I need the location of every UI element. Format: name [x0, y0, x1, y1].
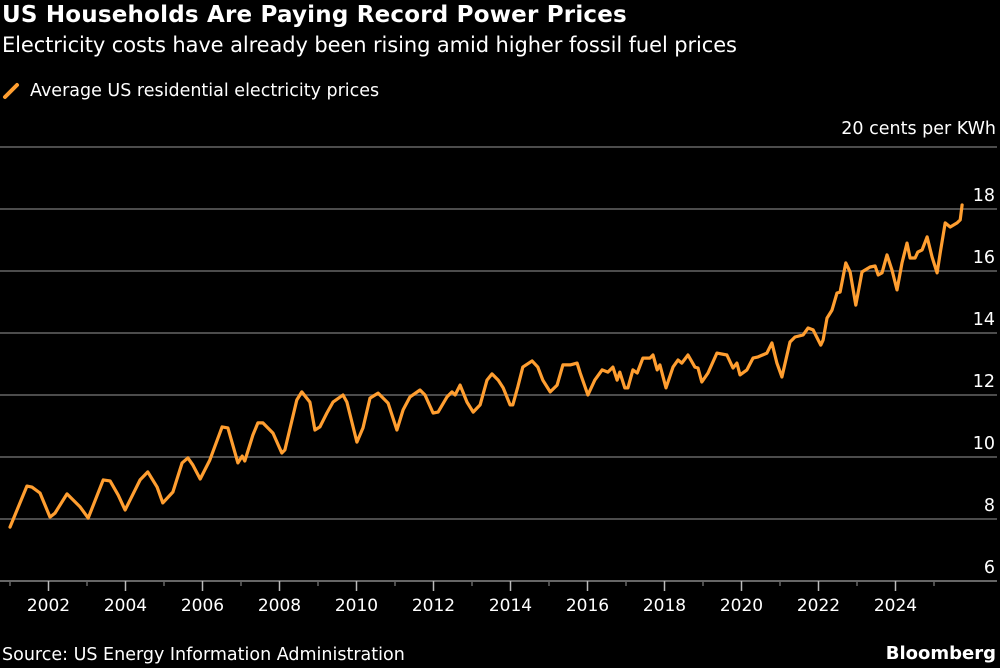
- x-tick-label: 2006: [181, 596, 224, 616]
- x-axis: 2002 2004 2006 2008 2010 2012 2014 2016 2018 2020…: [9, 581, 935, 616]
- y-tick-label: 10: [973, 434, 995, 454]
- y-tick-label: 8: [984, 496, 995, 516]
- legend-line-icon: [3, 83, 19, 99]
- x-tick-label: 2022: [797, 596, 840, 616]
- x-tick-label: 2012: [412, 596, 455, 616]
- bloomberg-logo: Bloomberg: [885, 643, 996, 664]
- y-tick-label: 16: [973, 248, 995, 268]
- chart-subtitle: Electricity costs have already been risi…: [2, 33, 737, 57]
- y-axis-labels: 6 8 10 12 14 16 18: [973, 186, 995, 578]
- y-tick-label: 14: [973, 310, 995, 330]
- x-tick-label: 2024: [874, 596, 917, 616]
- series-line-electricity-prices: [8, 203, 964, 529]
- x-tick-label: 2014: [489, 596, 532, 616]
- x-tick-label: 2008: [258, 596, 301, 616]
- x-tick-label: 2004: [104, 596, 147, 616]
- x-tick-label: 2018: [643, 596, 686, 616]
- series-layer: [8, 203, 964, 529]
- chart-title: US Households Are Paying Record Power Pr…: [2, 2, 627, 28]
- x-tick-label: 2016: [566, 596, 609, 616]
- y-axis-unit-label: 20 cents per KWh: [841, 119, 996, 139]
- x-tick-label: 2002: [27, 596, 70, 616]
- y-tick-label: 6: [984, 558, 995, 578]
- legend-label: Average US residential electricity price…: [30, 81, 380, 101]
- x-tick-label: 2010: [335, 596, 378, 616]
- gridlines: [0, 146, 997, 582]
- y-tick-label: 12: [973, 372, 995, 392]
- x-tick-label: 2020: [720, 596, 763, 616]
- y-tick-label: 18: [973, 186, 995, 206]
- source-note: Source: US Energy Information Administra…: [2, 645, 405, 665]
- legend: Average US residential electricity price…: [2, 81, 379, 101]
